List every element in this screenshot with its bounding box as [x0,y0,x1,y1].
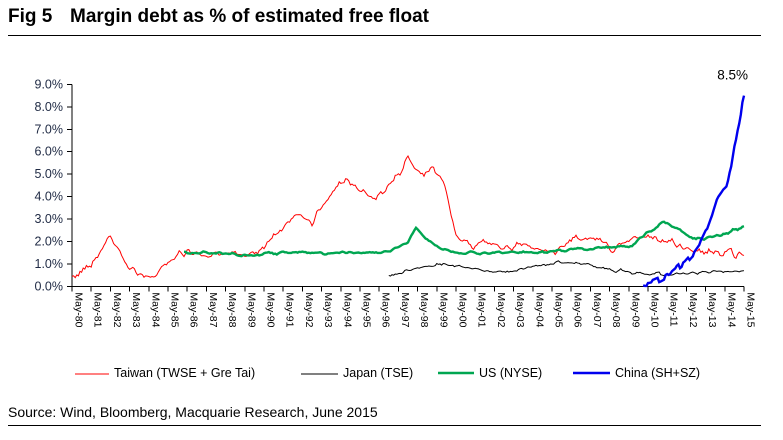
svg-text:May-04: May-04 [533,292,545,327]
svg-text:May-99: May-99 [437,292,449,327]
svg-text:May-92: May-92 [303,292,315,327]
svg-text:8.5%: 8.5% [717,68,748,83]
svg-text:Japan (TSE): Japan (TSE) [343,366,413,380]
svg-text:May-96: May-96 [380,292,392,327]
svg-text:May-11: May-11 [668,292,680,326]
svg-text:May-95: May-95 [361,292,373,327]
svg-text:May-81: May-81 [92,292,104,327]
svg-text:May-01: May-01 [476,292,488,327]
svg-text:May-00: May-00 [457,292,469,327]
svg-text:1.0%: 1.0% [35,257,64,271]
svg-text:3.0%: 3.0% [35,212,64,226]
svg-text:Taiwan (TWSE + Gre Tai): Taiwan (TWSE + Gre Tai) [114,366,255,380]
svg-text:8.0%: 8.0% [35,100,64,114]
svg-text:May-85: May-85 [169,292,181,327]
svg-text:May-13: May-13 [706,292,718,327]
svg-text:May-08: May-08 [610,292,622,327]
svg-text:May-97: May-97 [399,292,411,327]
svg-text:May-84: May-84 [149,292,161,327]
svg-text:2.0%: 2.0% [35,235,64,249]
svg-text:May-02: May-02 [495,292,507,327]
svg-text:May-09: May-09 [629,292,641,327]
svg-text:May-88: May-88 [226,292,238,327]
svg-text:4.0%: 4.0% [35,190,64,204]
svg-text:May-98: May-98 [418,292,430,327]
svg-text:May-83: May-83 [130,292,142,327]
svg-text:May-80: May-80 [73,292,85,327]
svg-text:9.0%: 9.0% [35,77,64,91]
svg-text:May-06: May-06 [572,292,584,327]
svg-text:6.0%: 6.0% [35,145,64,159]
svg-text:May-90: May-90 [265,292,277,327]
svg-text:5.0%: 5.0% [35,167,64,181]
svg-text:May-87: May-87 [207,292,219,327]
svg-text:May-94: May-94 [341,292,353,327]
svg-text:May-05: May-05 [553,292,565,327]
svg-text:0.0%: 0.0% [35,279,64,293]
svg-text:May-15: May-15 [745,292,757,327]
svg-text:May-12: May-12 [687,292,699,327]
svg-text:May-89: May-89 [245,292,257,327]
svg-text:US (NYSE): US (NYSE) [479,366,542,380]
svg-text:May-07: May-07 [591,292,603,327]
svg-text:7.0%: 7.0% [35,122,64,136]
svg-text:May-14: May-14 [725,292,737,327]
svg-text:May-93: May-93 [322,292,334,327]
svg-text:May-91: May-91 [284,292,296,327]
svg-text:May-10: May-10 [649,292,661,327]
svg-text:May-86: May-86 [188,292,200,327]
svg-text:May-82: May-82 [111,292,123,327]
svg-text:China (SH+SZ): China (SH+SZ) [615,366,700,380]
svg-text:May-03: May-03 [514,292,526,327]
